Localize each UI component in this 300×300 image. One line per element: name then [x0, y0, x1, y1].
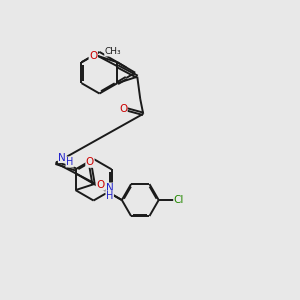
Text: O: O — [86, 157, 94, 167]
Text: O: O — [89, 51, 98, 61]
Text: H: H — [66, 157, 74, 167]
Text: Cl: Cl — [174, 195, 184, 205]
Text: N: N — [106, 183, 114, 193]
Text: CH₃: CH₃ — [105, 47, 121, 56]
Text: N: N — [58, 152, 66, 163]
Text: O: O — [96, 180, 104, 190]
Text: H: H — [106, 191, 113, 201]
Text: O: O — [119, 104, 127, 114]
